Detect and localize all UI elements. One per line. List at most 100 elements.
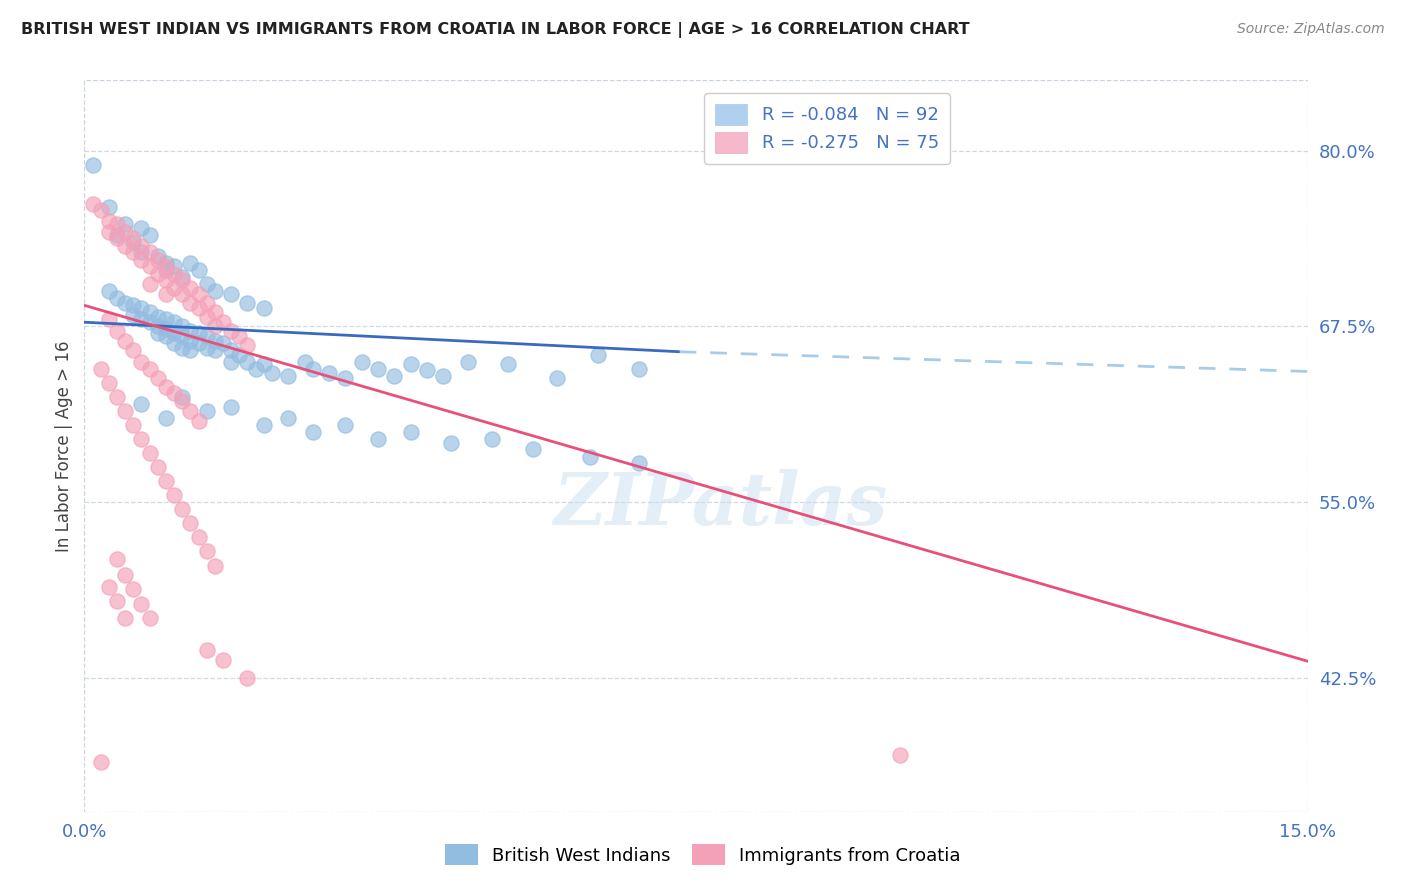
Point — [122, 343, 145, 358]
Point — [131, 221, 153, 235]
Point — [172, 394, 194, 409]
Point — [277, 368, 299, 383]
Point — [138, 305, 160, 319]
Point — [90, 756, 112, 770]
Point — [236, 337, 259, 351]
Point — [228, 329, 250, 343]
Point — [187, 263, 209, 277]
Point — [416, 363, 439, 377]
Point — [97, 376, 120, 390]
Point — [146, 319, 169, 334]
Point — [163, 488, 186, 502]
Point — [105, 227, 128, 242]
Point — [163, 281, 186, 295]
Point — [163, 315, 186, 329]
Text: ZIPatlas: ZIPatlas — [554, 469, 887, 540]
Point — [172, 341, 194, 355]
Point — [219, 343, 242, 358]
Point — [212, 315, 235, 329]
Point — [138, 610, 160, 624]
Point — [219, 400, 242, 414]
Point — [114, 334, 136, 348]
Point — [155, 263, 177, 277]
Point — [97, 580, 120, 594]
Point — [155, 256, 177, 270]
Point — [155, 322, 177, 336]
Point — [131, 301, 153, 315]
Point — [219, 354, 242, 368]
Point — [138, 259, 160, 273]
Point — [440, 436, 463, 450]
Point — [105, 324, 128, 338]
Point — [105, 593, 128, 607]
Point — [138, 361, 160, 376]
Point — [187, 414, 209, 428]
Point — [114, 217, 136, 231]
Point — [131, 312, 153, 326]
Point — [131, 432, 153, 446]
Point — [163, 268, 186, 282]
Point — [277, 410, 299, 425]
Point — [187, 336, 209, 351]
Point — [179, 295, 201, 310]
Point — [195, 643, 218, 657]
Point — [245, 361, 267, 376]
Point — [187, 531, 209, 545]
Point — [253, 417, 276, 432]
Point — [138, 244, 160, 259]
Point — [253, 301, 276, 315]
Y-axis label: In Labor Force | Age > 16: In Labor Force | Age > 16 — [55, 340, 73, 552]
Point — [155, 259, 177, 273]
Point — [155, 312, 177, 326]
Point — [122, 308, 145, 322]
Point — [498, 358, 520, 372]
Point — [367, 361, 389, 376]
Point — [146, 249, 169, 263]
Point — [105, 291, 128, 305]
Point — [522, 442, 544, 456]
Point — [399, 425, 422, 439]
Point — [114, 568, 136, 582]
Point — [146, 253, 169, 268]
Text: Source: ZipAtlas.com: Source: ZipAtlas.com — [1237, 22, 1385, 37]
Point — [155, 329, 177, 343]
Point — [228, 348, 250, 362]
Point — [579, 450, 602, 465]
Point — [97, 312, 120, 326]
Point — [179, 256, 201, 270]
Point — [114, 225, 136, 239]
Point — [131, 244, 153, 259]
Point — [586, 348, 609, 362]
Point — [155, 380, 177, 394]
Point — [114, 295, 136, 310]
Point — [146, 326, 169, 341]
Point — [481, 432, 503, 446]
Point — [122, 235, 145, 249]
Point — [889, 748, 911, 763]
Point — [301, 361, 323, 376]
Point — [146, 371, 169, 385]
Point — [236, 671, 259, 685]
Point — [301, 425, 323, 439]
Point — [172, 502, 194, 516]
Text: BRITISH WEST INDIAN VS IMMIGRANTS FROM CROATIA IN LABOR FORCE | AGE > 16 CORRELA: BRITISH WEST INDIAN VS IMMIGRANTS FROM C… — [21, 22, 970, 38]
Point — [105, 217, 128, 231]
Point — [131, 397, 153, 411]
Point — [195, 277, 218, 292]
Point — [179, 404, 201, 418]
Point — [195, 404, 218, 418]
Point — [97, 225, 120, 239]
Point — [212, 336, 235, 351]
Point — [172, 270, 194, 285]
Point — [155, 474, 177, 488]
Point — [122, 244, 145, 259]
Point — [163, 385, 186, 400]
Point — [105, 231, 128, 245]
Point — [90, 361, 112, 376]
Point — [179, 281, 201, 295]
Point — [114, 404, 136, 418]
Point — [138, 446, 160, 460]
Point — [260, 366, 283, 380]
Point — [138, 277, 160, 292]
Legend: R = -0.084   N = 92, R = -0.275   N = 75: R = -0.084 N = 92, R = -0.275 N = 75 — [704, 93, 950, 163]
